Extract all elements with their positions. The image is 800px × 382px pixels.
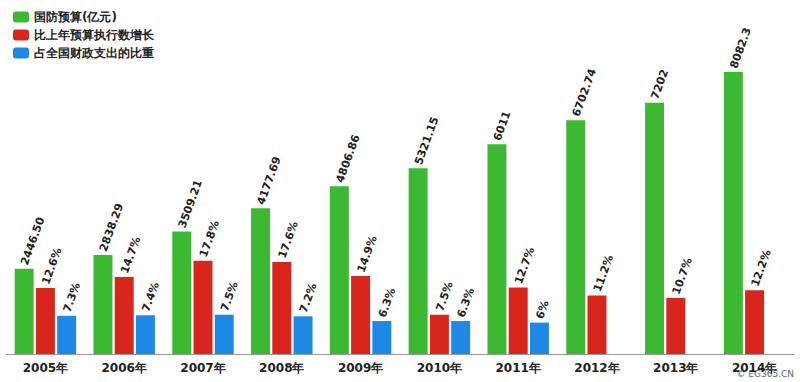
svg-text:14.9%: 14.9%: [354, 234, 379, 274]
svg-text:7.2%: 7.2%: [297, 281, 320, 314]
svg-text:12.6%: 12.6%: [39, 246, 64, 286]
svg-text:6.3%: 6.3%: [455, 286, 478, 319]
svg-text:2006年: 2006年: [101, 361, 146, 375]
svg-text:2005年: 2005年: [23, 361, 68, 375]
svg-text:12.2%: 12.2%: [748, 248, 773, 288]
svg-text:2446.50: 2446.50: [18, 215, 47, 267]
svg-text:7.4%: 7.4%: [139, 280, 162, 313]
svg-text:7.5%: 7.5%: [218, 280, 241, 313]
svg-text:4806.86: 4806.86: [333, 133, 362, 185]
svg-text:2009年: 2009年: [338, 361, 383, 375]
svg-text:占全国财政支出的比重: 占全国财政支出的比重: [34, 46, 154, 60]
svg-text:2008年: 2008年: [259, 361, 304, 375]
svg-text:2007年: 2007年: [180, 361, 225, 375]
svg-text:比上年预算执行数增长: 比上年预算执行数增长: [34, 28, 155, 42]
svg-text:11.2%: 11.2%: [591, 253, 616, 293]
svg-text:2013年: 2013年: [653, 361, 698, 375]
svg-text:6011: 6011: [491, 109, 514, 142]
svg-text:6702.74: 6702.74: [570, 67, 599, 119]
svg-text:2010年: 2010年: [417, 361, 462, 375]
svg-text:17.8%: 17.8%: [197, 219, 222, 259]
svg-text:国防预算(亿元): 国防预算(亿元): [34, 10, 117, 24]
svg-text:2011年: 2011年: [495, 361, 540, 375]
svg-text:8082.3: 8082.3: [727, 26, 754, 70]
svg-text:4177.69: 4177.69: [254, 155, 283, 207]
svg-text:7202: 7202: [648, 68, 671, 101]
svg-text:17.6%: 17.6%: [276, 220, 301, 260]
svg-text:14.7%: 14.7%: [118, 235, 143, 275]
svg-text:6.3%: 6.3%: [376, 286, 399, 319]
svg-text:3509.21: 3509.21: [176, 178, 205, 230]
svg-text:7.3%: 7.3%: [61, 281, 84, 314]
svg-text:12.7%: 12.7%: [512, 245, 537, 285]
svg-text:2014年: 2014年: [732, 361, 777, 375]
svg-text:2012年: 2012年: [574, 361, 619, 375]
svg-text:10.7%: 10.7%: [670, 256, 695, 296]
svg-text:2838.29: 2838.29: [97, 202, 126, 254]
svg-text:7.5%: 7.5%: [433, 280, 456, 313]
svg-text:6%: 6%: [533, 299, 552, 321]
svg-text:5321.15: 5321.15: [412, 115, 441, 167]
